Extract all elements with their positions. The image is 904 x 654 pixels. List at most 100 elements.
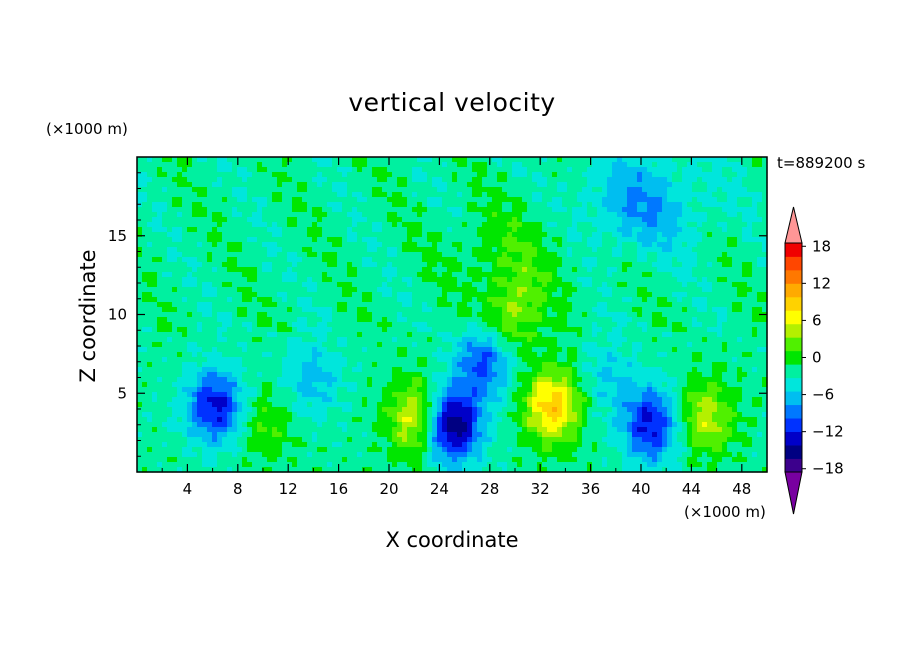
field-cell [432, 237, 438, 243]
field-cell [427, 247, 433, 253]
field-cell [712, 232, 718, 238]
field-cell [662, 267, 668, 273]
field-cell [702, 307, 708, 313]
field-cell [707, 312, 713, 318]
field-cell [402, 287, 408, 293]
field-cell [187, 272, 193, 278]
field-cell [707, 182, 713, 188]
field-cell [732, 277, 738, 283]
field-cell [432, 222, 438, 228]
field-cell [147, 312, 153, 318]
field-cell [222, 352, 228, 358]
field-cell [367, 352, 373, 358]
field-cell [212, 197, 218, 203]
field-cell [252, 287, 258, 293]
field-cell [557, 277, 563, 283]
field-cell [142, 287, 148, 293]
field-cell [267, 272, 273, 278]
field-cell [537, 202, 543, 208]
field-cell [497, 262, 503, 268]
field-cell [627, 257, 633, 263]
field-cell [627, 207, 633, 213]
field-cell [177, 302, 183, 308]
field-cell [407, 272, 413, 278]
field-cell [537, 187, 543, 193]
field-cell [667, 317, 673, 323]
field-cell [162, 317, 168, 323]
field-cell [267, 327, 273, 333]
field-cell [442, 217, 448, 223]
field-cell [552, 157, 558, 163]
field-cell [137, 162, 143, 168]
field-cell [602, 342, 608, 348]
field-cell [662, 187, 668, 193]
field-cell [632, 287, 638, 293]
field-cell [632, 202, 638, 208]
field-cell [522, 202, 528, 208]
field-cell [632, 307, 638, 313]
field-cell [162, 267, 168, 273]
field-cell [537, 197, 543, 203]
field-cell [522, 297, 528, 303]
field-cell [137, 307, 143, 313]
field-cell [352, 187, 358, 193]
field-cell [597, 237, 603, 243]
field-cell [382, 162, 388, 168]
field-cell [242, 207, 248, 213]
field-cell [577, 197, 583, 203]
field-cell [747, 242, 753, 248]
field-cell [157, 232, 163, 238]
field-cell [732, 317, 738, 323]
field-cell [437, 207, 443, 213]
field-cell [497, 337, 503, 343]
field-cell [762, 332, 768, 338]
field-cell [387, 262, 393, 268]
field-cell [177, 242, 183, 248]
field-cell [262, 347, 268, 353]
field-cell [192, 192, 198, 198]
field-cell [197, 332, 203, 338]
field-cell [742, 317, 748, 323]
field-cell [627, 247, 633, 253]
field-cell [732, 267, 738, 273]
field-cell [192, 262, 198, 268]
field-cell [662, 347, 668, 353]
field-cell [507, 232, 513, 238]
field-cell [142, 222, 148, 228]
field-cell [632, 187, 638, 193]
field-cell [672, 232, 678, 238]
field-cell [282, 177, 288, 183]
field-cell [302, 222, 308, 228]
field-cell [717, 157, 723, 163]
field-cell [687, 222, 693, 228]
field-cell [712, 172, 718, 178]
field-cell [452, 327, 458, 333]
field-cell [612, 157, 618, 163]
field-cell [312, 262, 318, 268]
field-cell [237, 267, 243, 273]
field-cell [537, 182, 543, 188]
field-cell [197, 227, 203, 233]
field-cell [342, 347, 348, 353]
field-cell [447, 217, 453, 223]
field-cell [517, 217, 523, 223]
field-cell [252, 222, 258, 228]
field-cell [662, 242, 668, 248]
field-cell [637, 292, 643, 298]
field-cell [187, 287, 193, 293]
field-cell [147, 222, 153, 228]
field-cell [142, 197, 148, 203]
field-cell [677, 247, 683, 253]
field-cell [517, 237, 523, 243]
field-cell [612, 277, 618, 283]
field-cell [452, 182, 458, 188]
field-cell [212, 232, 218, 238]
field-cell [247, 272, 253, 278]
field-cell [257, 167, 263, 173]
field-cell [662, 172, 668, 178]
field-cell [187, 282, 193, 288]
field-cell [492, 352, 498, 358]
field-cell [497, 297, 503, 303]
field-cell [262, 242, 268, 248]
field-cell [232, 207, 238, 213]
